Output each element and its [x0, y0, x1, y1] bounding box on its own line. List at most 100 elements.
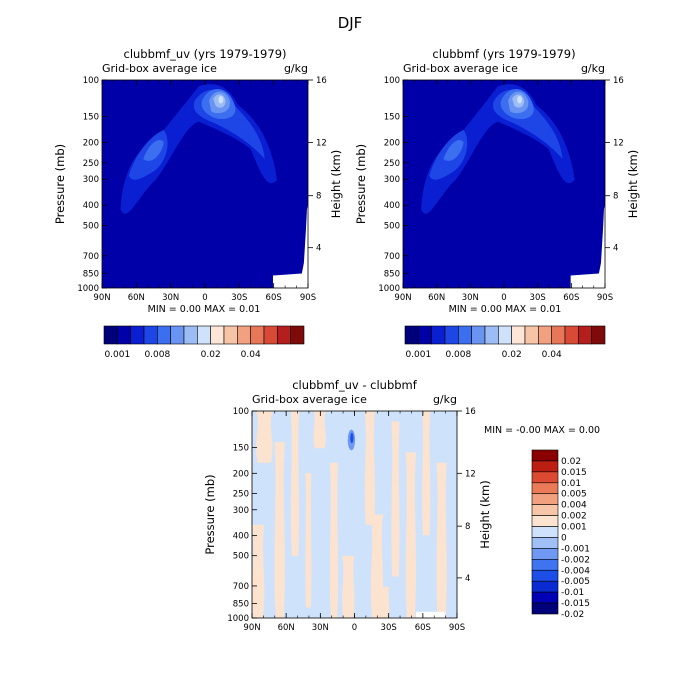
y2tick-label: 12 — [613, 139, 624, 149]
colorbar-box — [531, 580, 559, 593]
ylabel: Pressure (mb) — [53, 144, 67, 224]
colorbar-label: -0.015 — [561, 599, 590, 609]
y2tick-label: 8 — [465, 522, 470, 532]
y2tick-label: 16 — [465, 407, 476, 417]
ytick-label: 400 — [233, 532, 249, 542]
xtick-label: 0 — [501, 293, 506, 303]
y2tick-label: 4 — [316, 244, 321, 254]
xtick-label: 60S — [415, 623, 431, 633]
field-clubbmf_uv — [102, 80, 308, 288]
ytick-label: 150 — [233, 443, 249, 453]
colorbar-label: -0.005 — [561, 577, 590, 587]
colorbar-box — [538, 325, 552, 345]
colorbar-box — [531, 493, 559, 505]
colorbar-box — [197, 325, 211, 345]
panel-units: g/kg — [284, 62, 308, 75]
colorbar-box — [551, 325, 566, 345]
xtick-label: 60S — [266, 293, 282, 303]
xtick-label: 30N — [312, 623, 329, 633]
positive-region-3 — [305, 473, 312, 608]
colorbar-label: 0.001 — [405, 350, 431, 360]
field-difference — [252, 411, 457, 618]
colorbar-box — [531, 449, 559, 462]
colorbar-label: 0.04 — [542, 350, 562, 360]
colorbar-label: -0.001 — [561, 544, 590, 554]
contour-level-5 — [218, 96, 224, 104]
ytick-label: 1000 — [378, 284, 400, 294]
colorbar-box — [591, 325, 606, 345]
ytick-label: 150 — [83, 113, 99, 123]
ytick-label: 200 — [384, 139, 400, 149]
xtick-label: 90S — [597, 293, 613, 303]
positive-region-11 — [436, 462, 447, 618]
colorbar-label: 0.001 — [561, 523, 587, 533]
colorbar-label: 0.002 — [561, 512, 587, 522]
colorbar-box — [404, 325, 419, 345]
colorbar-label: 0.008 — [445, 350, 471, 360]
colorbar-box — [531, 460, 559, 473]
colorbar-box — [484, 325, 499, 345]
ytick-label: 250 — [384, 159, 400, 169]
xtick-label: 60N — [128, 293, 145, 303]
ylabel: Pressure (mb) — [354, 144, 368, 224]
colorbar-label: 0.004 — [561, 501, 587, 511]
colorbar-box — [157, 325, 171, 345]
y2tick-label: 12 — [316, 139, 327, 149]
ytick-label: 850 — [384, 269, 400, 279]
colorbar-label: -0.002 — [561, 555, 590, 565]
colorbar-label: 0.005 — [561, 490, 587, 500]
positive-region-12 — [252, 524, 265, 618]
ytick-label: 1000 — [227, 614, 249, 624]
ytick-label: 150 — [384, 113, 400, 123]
panel-units: g/kg — [433, 393, 457, 406]
missing-data-region — [272, 204, 308, 288]
ytick-label: 400 — [83, 201, 99, 211]
colorbar-box — [531, 504, 559, 516]
ytick-label: 250 — [83, 159, 99, 169]
colorbar-box — [170, 325, 185, 345]
y2tick-label: 16 — [316, 76, 327, 86]
positive-region-13 — [342, 555, 355, 618]
positive-region-10 — [422, 411, 431, 536]
positive-region-9 — [405, 452, 416, 618]
colorbar-label: -0.01 — [561, 588, 584, 598]
colorbar-box — [130, 325, 145, 345]
colorbar-label: 0 — [561, 533, 567, 543]
colorbar-difference: 0.020.0150.010.0050.0040.0020.0010-0.001… — [531, 449, 590, 620]
xtick-label: 0 — [202, 293, 207, 303]
colorbar-box — [143, 325, 158, 345]
colorbar-box — [531, 471, 559, 484]
positive-region-5 — [329, 462, 339, 618]
positive-region-8 — [391, 421, 400, 577]
field-clubbmf — [403, 80, 605, 288]
ytick-label: 300 — [83, 175, 99, 185]
colorbar-label: 0.02 — [502, 350, 522, 360]
page-title: DJF — [338, 14, 363, 32]
positive-region-1 — [274, 442, 285, 618]
colorbar-box — [531, 515, 559, 527]
colorbar-box — [531, 548, 559, 560]
ytick-label: 700 — [233, 582, 249, 592]
panel-clubbmf_uv: clubbmf_uv (yrs 1979-1979)Grid-box avera… — [53, 47, 343, 303]
missing-data-region — [570, 204, 605, 288]
y2label: Height (km) — [478, 480, 492, 549]
xtick-label: 0 — [352, 623, 357, 633]
ytick-label: 250 — [233, 489, 249, 499]
panel-title: clubbmf_uv - clubbmf — [292, 378, 418, 392]
y2tick-label: 16 — [613, 76, 624, 86]
contour-level-5 — [517, 96, 522, 104]
positive-region-6 — [364, 411, 375, 525]
colorbar-box — [117, 325, 131, 345]
colorbar-label: 0.008 — [144, 350, 170, 360]
ytick-label: 100 — [233, 407, 249, 417]
colorbar-label: -0.02 — [561, 610, 584, 620]
y2label: Height (km) — [626, 150, 640, 219]
positive-region-14 — [381, 586, 390, 618]
xtick-label: 60S — [563, 293, 579, 303]
colorbar-box — [263, 325, 278, 345]
colorbar-box — [183, 325, 198, 345]
ytick-label: 300 — [384, 175, 400, 185]
colorbar-box — [511, 325, 526, 345]
